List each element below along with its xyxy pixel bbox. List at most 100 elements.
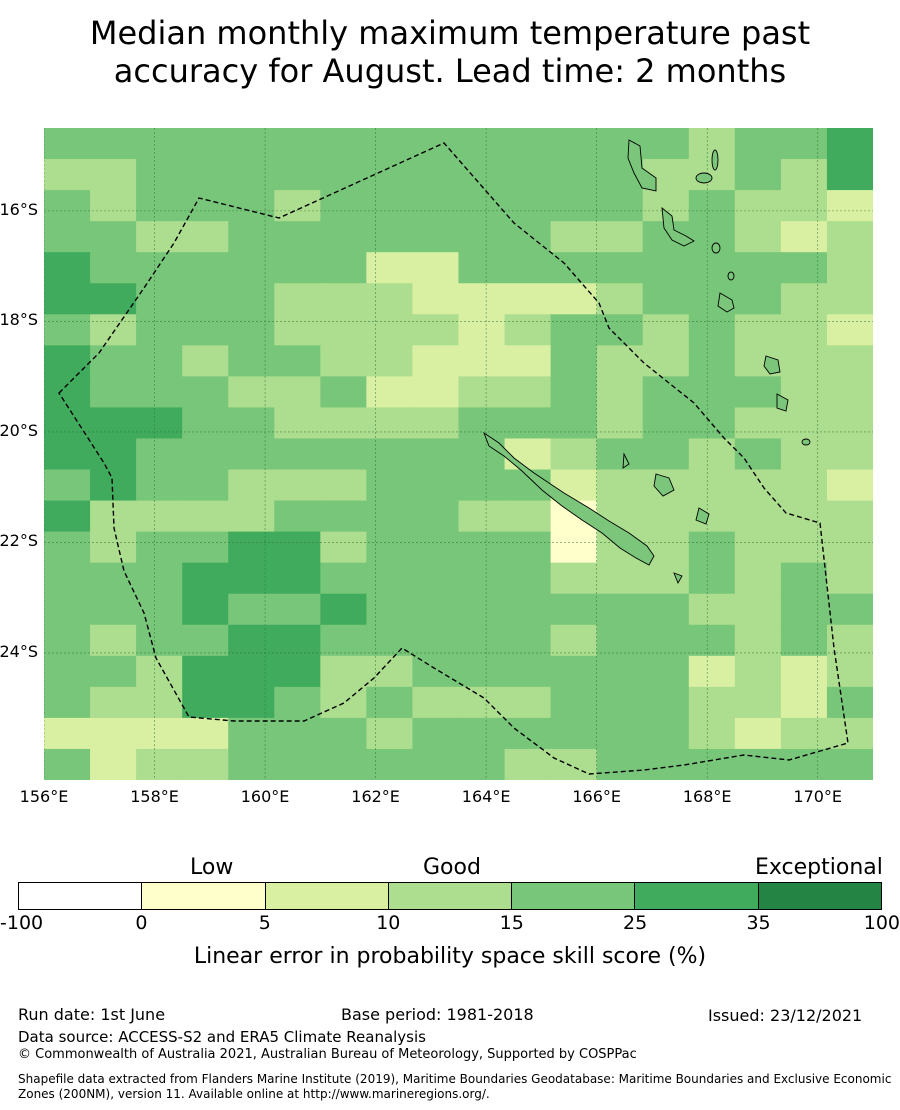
- grid-cell: [274, 252, 321, 284]
- colorbar-tick-label: 0: [135, 912, 148, 934]
- grid-cell: [228, 624, 275, 657]
- grid-cell: [504, 128, 552, 160]
- grid-cell: [504, 655, 552, 688]
- grid-cell: [136, 748, 183, 780]
- colorbar: [18, 882, 882, 910]
- grid-cell: [734, 686, 782, 719]
- grid-cell: [550, 624, 598, 657]
- grid-cell: [642, 593, 690, 626]
- grid-cell: [596, 686, 644, 719]
- shapefile-credit: Shapefile data extracted from Flanders M…: [18, 1072, 892, 1101]
- grid-cell: [458, 531, 506, 564]
- grid-cell: [458, 128, 506, 160]
- grid-cell: [90, 717, 137, 750]
- data-source: Data source: ACCESS-S2 and ERA5 Climate …: [18, 1028, 426, 1046]
- grid-cell: [826, 717, 873, 750]
- longitude-label: 168°E: [682, 787, 732, 806]
- grid-cell: [366, 345, 414, 377]
- grid-cell: [780, 314, 828, 346]
- grid-cell: [412, 469, 460, 502]
- grid-cell: [320, 593, 367, 626]
- grid-cell: [780, 221, 828, 253]
- grid-cell: [228, 593, 275, 626]
- grid-cell: [412, 624, 460, 657]
- grid-cell: [366, 221, 414, 253]
- grid-cell: [320, 717, 367, 750]
- grid-cell: [734, 655, 782, 688]
- grid-cell: [320, 283, 367, 315]
- grid-cell: [320, 624, 367, 657]
- colorbar-segment: [388, 883, 513, 909]
- grid-cell: [90, 128, 137, 160]
- grid-cell: [182, 128, 229, 160]
- grid-cell: [826, 376, 873, 409]
- grid-cell: [274, 345, 321, 377]
- grid-cell: [780, 407, 828, 440]
- colorbar-tick-label: 35: [746, 912, 771, 934]
- grid-cell: [228, 655, 275, 688]
- legend-category-good: Good: [423, 855, 481, 880]
- grid-cell: [596, 252, 644, 284]
- grid-cell: [274, 686, 321, 719]
- grid-cell: [826, 221, 873, 253]
- grid-cell: [688, 252, 736, 284]
- skill-score-map[interactable]: [44, 128, 873, 780]
- grid-cell: [780, 159, 828, 191]
- grid-cell: [366, 624, 414, 657]
- grid-cell: [504, 221, 552, 253]
- grid-cell: [182, 252, 229, 284]
- grid-cell: [90, 376, 137, 409]
- grid-cell: [90, 283, 137, 315]
- grid-cell: [826, 159, 873, 191]
- grid-cell: [458, 686, 506, 719]
- grid-cell: [642, 686, 690, 719]
- grid-cell: [228, 252, 275, 284]
- latitude-label: 22°S: [0, 531, 38, 551]
- grid-cell: [366, 748, 414, 780]
- grid-cell: [182, 469, 229, 502]
- grid-cell: [412, 128, 460, 160]
- grid-cell: [136, 252, 183, 284]
- grid-cell: [44, 190, 91, 222]
- grid-cell: [274, 314, 321, 346]
- grid-cell: [826, 655, 873, 688]
- grid-cell: [136, 655, 183, 688]
- grid-cell: [366, 469, 414, 502]
- grid-cell: [596, 748, 644, 780]
- grid-cell: [458, 283, 506, 315]
- grid-cell: [780, 283, 828, 315]
- grid-cell: [366, 686, 414, 719]
- grid-cell: [504, 283, 552, 315]
- grid-cell: [734, 624, 782, 657]
- loyalty-ouvea: [622, 452, 630, 469]
- grid-cell: [274, 655, 321, 688]
- grid-cell: [228, 531, 275, 564]
- grid-cell: [504, 159, 552, 191]
- chart-title: Median monthly maximum temperature past …: [0, 14, 900, 90]
- grid-cell: [642, 748, 690, 780]
- grid-cell: [182, 345, 229, 377]
- grid-cell: [458, 748, 506, 780]
- grid-cell: [688, 686, 736, 719]
- isle-of-pines: [673, 572, 683, 585]
- grid-cell: [504, 438, 552, 471]
- colorbar-tick-label: 5: [258, 912, 271, 934]
- grid-cell: [504, 345, 552, 377]
- grid-cell: [550, 562, 598, 595]
- vanuatu-erromango: [763, 355, 781, 375]
- grid-cell: [596, 221, 644, 253]
- grid-cell: [458, 190, 506, 222]
- grid-cell: [44, 221, 91, 253]
- loyalty-lifou: [653, 473, 675, 497]
- vanuatu-malekula: [661, 206, 695, 247]
- grid-cell: [274, 221, 321, 253]
- legend-category-low: Low: [190, 855, 234, 880]
- grid-cell: [596, 438, 644, 471]
- grid-cell: [182, 500, 229, 533]
- vanuatu-efate: [717, 292, 735, 313]
- grid-cell: [182, 593, 229, 626]
- grid-cell: [458, 624, 506, 657]
- grid-cell: [642, 252, 690, 284]
- new-caledonia-island: [483, 431, 655, 566]
- grid-cell: [688, 562, 736, 595]
